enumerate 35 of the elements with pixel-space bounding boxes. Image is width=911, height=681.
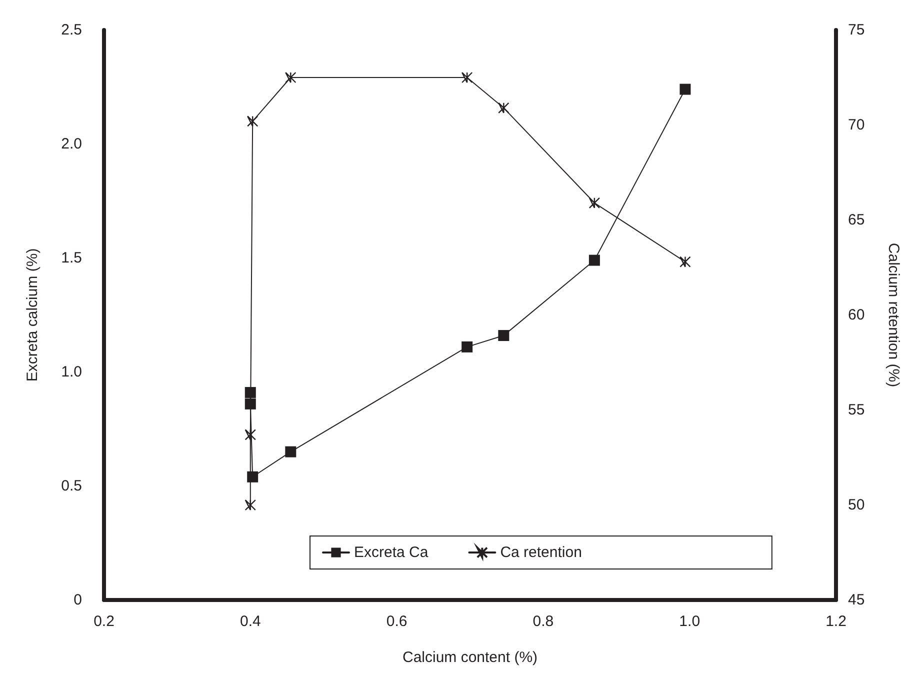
y2-tick-label: 60 xyxy=(848,306,865,324)
point xyxy=(246,116,258,127)
x-tick-label: 0.2 xyxy=(94,613,114,630)
x-tick-label: 0.6 xyxy=(386,613,408,630)
y-tick-label: 1.0 xyxy=(61,364,82,380)
y2-tick-label: 50 xyxy=(848,496,865,514)
x-axis-title: Calcium content (%) xyxy=(402,649,538,666)
y-tick-label: 0.5 xyxy=(61,478,82,494)
point xyxy=(462,341,473,352)
x-tick-label: 1.2 xyxy=(826,613,846,630)
y2-tick-label: 65 xyxy=(848,212,865,228)
legend-label: Ca retention xyxy=(500,544,582,561)
y2-tick-label: 75 xyxy=(848,22,865,38)
point xyxy=(498,102,510,114)
point xyxy=(244,398,256,410)
point xyxy=(244,387,256,398)
y-axis-title: Excreta calcium (%) xyxy=(24,248,41,382)
y2-axis-title: Calcium retention (%) xyxy=(885,242,902,388)
y-tick-label: 0 xyxy=(74,592,82,608)
point xyxy=(285,446,296,458)
x-tick-label: 1.0 xyxy=(679,613,700,630)
y-tick-label: 1.5 xyxy=(61,250,82,266)
x-tick-label: 0.4 xyxy=(240,613,261,630)
point xyxy=(680,84,691,95)
y2-tick-label: 70 xyxy=(848,116,865,134)
point xyxy=(498,330,510,342)
point xyxy=(247,471,258,482)
legend-label: Excreta Ca xyxy=(354,544,429,561)
y2-tick-label: 45 xyxy=(848,592,865,608)
point xyxy=(588,254,600,266)
y-tick-label: 2.0 xyxy=(61,136,82,152)
point xyxy=(285,72,296,84)
x-tick-label: 0.8 xyxy=(532,613,554,630)
y-tick-label: 2.5 xyxy=(61,22,82,38)
y2-tick-label: 55 xyxy=(848,402,865,418)
